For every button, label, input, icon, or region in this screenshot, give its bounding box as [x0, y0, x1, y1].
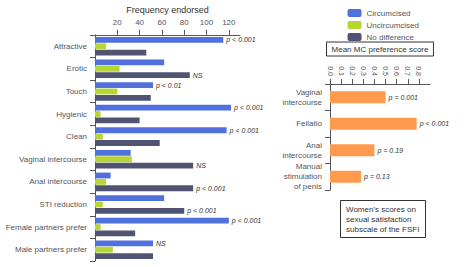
svg-text:p = 0.19: p = 0.19: [376, 147, 403, 155]
svg-text:0.6: 0.6: [393, 66, 400, 76]
svg-text:Erotic: Erotic: [67, 64, 87, 73]
svg-text:p < 0.001: p < 0.001: [225, 36, 255, 44]
svg-text:p = 0.13: p = 0.13: [363, 173, 390, 181]
svg-text:NS: NS: [156, 240, 166, 247]
svg-text:Fellatio: Fellatio: [296, 119, 322, 128]
svg-text:No difference: No difference: [367, 33, 415, 42]
svg-text:100: 100: [200, 18, 214, 27]
svg-text:Women's scores on: Women's scores on: [346, 205, 416, 214]
svg-text:Circumcised: Circumcised: [367, 9, 411, 18]
svg-text:40: 40: [135, 18, 144, 27]
svg-text:0.8: 0.8: [415, 66, 422, 76]
svg-text:stimulation: stimulation: [284, 172, 322, 181]
svg-text:Anal intercourse: Anal intercourse: [29, 177, 87, 186]
svg-text:Male partners prefer: Male partners prefer: [15, 245, 87, 254]
svg-text:0.0: 0.0: [327, 66, 334, 76]
svg-text:0.1: 0.1: [338, 66, 345, 76]
svg-text:Touch: Touch: [66, 87, 87, 96]
svg-text:0.7: 0.7: [404, 66, 411, 76]
svg-text:STI reduction: STI reduction: [39, 200, 87, 209]
svg-text:Attractive: Attractive: [54, 42, 88, 51]
svg-text:subscale of the FSFI: subscale of the FSFI: [346, 225, 419, 234]
svg-text:p < 0.001: p < 0.001: [231, 217, 261, 225]
svg-text:Frequency endorsed: Frequency endorsed: [126, 5, 209, 15]
svg-text:Female partners prefer: Female partners prefer: [6, 223, 88, 232]
svg-text:Anal: Anal: [306, 141, 322, 150]
svg-text:p < 0.001: p < 0.001: [419, 120, 449, 128]
svg-text:p < 0.001: p < 0.001: [229, 127, 259, 135]
svg-text:NS: NS: [196, 162, 206, 169]
svg-text:Mean MC preference score: Mean MC preference score: [332, 45, 429, 54]
svg-text:0.3: 0.3: [360, 66, 367, 76]
svg-text:120: 120: [222, 18, 236, 27]
svg-text:sexual satisfaction: sexual satisfaction: [346, 215, 411, 224]
svg-text:0.2: 0.2: [349, 66, 356, 76]
svg-text:p < 0.01: p < 0.01: [155, 82, 182, 90]
svg-text:Clean: Clean: [66, 132, 87, 141]
svg-text:p < 0.001: p < 0.001: [233, 104, 263, 112]
svg-text:p < 0.001: p < 0.001: [195, 185, 225, 193]
svg-text:80: 80: [180, 18, 189, 27]
svg-text:intercourse: intercourse: [282, 151, 322, 160]
svg-text:Uncircumcised: Uncircumcised: [367, 21, 419, 30]
svg-text:Hygienic: Hygienic: [56, 110, 87, 119]
svg-text:Vaginal: Vaginal: [296, 88, 322, 97]
svg-text:20: 20: [113, 18, 122, 27]
svg-text:Vaginal intercourse: Vaginal intercourse: [19, 155, 87, 164]
svg-text:of penis: of penis: [294, 182, 322, 191]
svg-text:Manual: Manual: [296, 162, 322, 171]
svg-text:60: 60: [157, 18, 166, 27]
svg-text:0.4: 0.4: [371, 66, 378, 76]
svg-text:intercourse: intercourse: [282, 98, 322, 107]
svg-text:0.5: 0.5: [382, 66, 389, 76]
svg-text:p = 0.001: p = 0.001: [388, 94, 418, 102]
svg-text:p < 0.001: p < 0.001: [186, 207, 216, 215]
svg-text:NS: NS: [193, 72, 203, 79]
